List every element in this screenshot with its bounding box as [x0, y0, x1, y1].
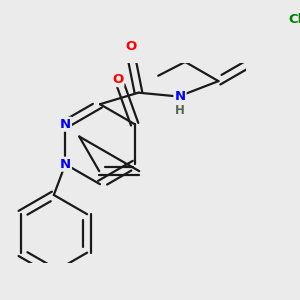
- Text: O: O: [112, 73, 123, 86]
- Text: N: N: [60, 158, 71, 171]
- Text: O: O: [125, 40, 136, 53]
- Text: H: H: [175, 104, 185, 117]
- Text: N: N: [174, 90, 186, 103]
- Text: Cl: Cl: [289, 13, 300, 26]
- Text: N: N: [60, 118, 71, 131]
